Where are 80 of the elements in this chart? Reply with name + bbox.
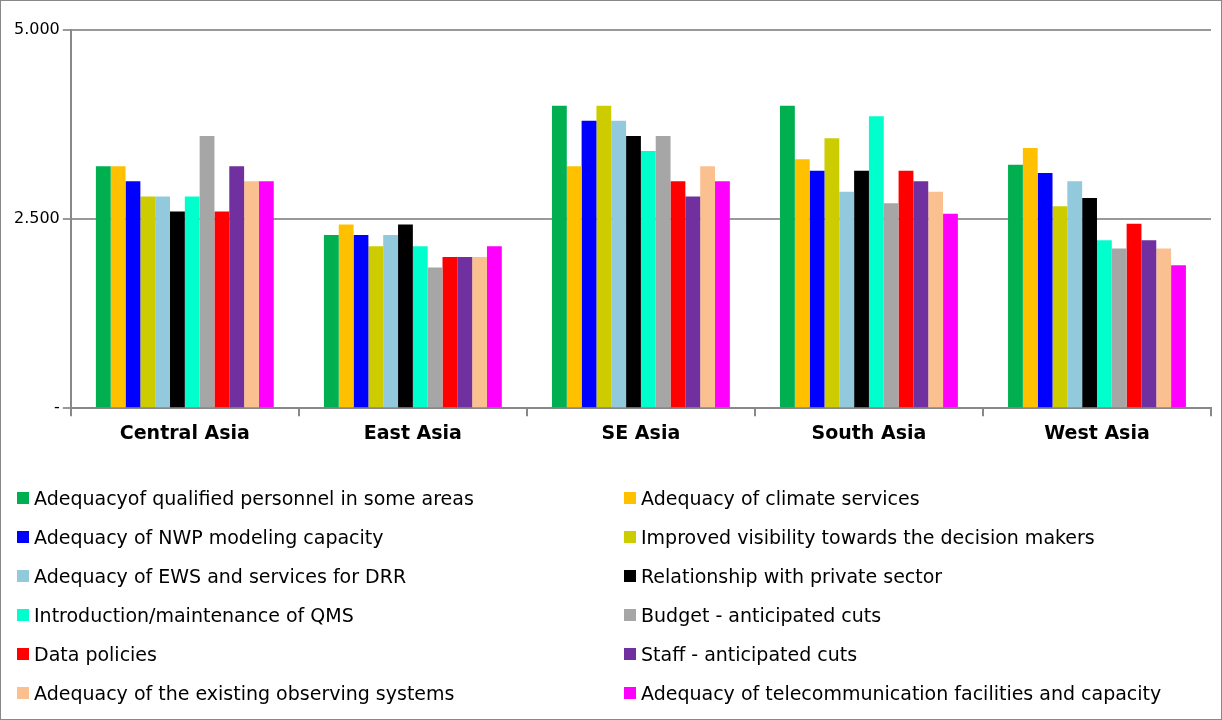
y-tick-label: - bbox=[54, 397, 60, 417]
bar bbox=[1126, 223, 1142, 408]
legend-label: Adequacy of NWP modeling capacity bbox=[34, 525, 384, 548]
bar bbox=[839, 191, 855, 408]
y-tick-label: 2.500 bbox=[13, 208, 60, 228]
x-tick-label: West Asia bbox=[1044, 420, 1150, 443]
bar bbox=[581, 120, 597, 408]
bar bbox=[383, 234, 399, 408]
bar bbox=[1008, 164, 1023, 408]
bar bbox=[368, 246, 384, 408]
bar bbox=[1037, 172, 1053, 408]
bar bbox=[353, 234, 369, 408]
bar bbox=[780, 105, 795, 408]
bar bbox=[640, 151, 656, 408]
bar bbox=[427, 267, 443, 408]
bar bbox=[244, 181, 259, 408]
bar bbox=[854, 170, 869, 408]
legend-label: Adequacy of the existing observing systems bbox=[34, 681, 455, 704]
bar bbox=[486, 246, 502, 408]
bar bbox=[140, 196, 156, 408]
bar bbox=[566, 166, 582, 408]
bar bbox=[655, 135, 671, 408]
bar bbox=[110, 166, 126, 408]
legend-label: Adequacy of telecommunication facilities and capacity bbox=[641, 681, 1162, 704]
bar bbox=[457, 256, 473, 408]
bar bbox=[670, 181, 686, 408]
bar bbox=[1111, 248, 1127, 408]
bar bbox=[229, 166, 245, 408]
bar bbox=[1141, 240, 1157, 408]
x-tick-label: Central Asia bbox=[119, 420, 250, 443]
legend-label: Adequacyof qualified personnel in some areas bbox=[34, 486, 474, 509]
bar bbox=[170, 211, 185, 408]
bar bbox=[868, 116, 884, 408]
bar bbox=[1171, 265, 1186, 408]
bar bbox=[199, 135, 215, 408]
legend-label: Improved visibility towards the decision makers bbox=[641, 525, 1095, 548]
bar bbox=[928, 191, 944, 408]
legend-label: Adequacy of climate services bbox=[641, 486, 920, 509]
bar bbox=[1022, 148, 1038, 408]
bar bbox=[809, 170, 825, 408]
bar bbox=[943, 213, 958, 408]
bar bbox=[898, 170, 914, 408]
bar bbox=[155, 196, 170, 408]
x-tick-label: SE Asia bbox=[601, 420, 681, 443]
bar bbox=[883, 203, 899, 408]
bar bbox=[258, 181, 274, 408]
bar bbox=[715, 181, 730, 408]
x-tick-label: South Asia bbox=[811, 420, 927, 443]
bar bbox=[611, 120, 627, 408]
legend-label: Relationship with private sector bbox=[641, 564, 943, 587]
bar bbox=[472, 256, 487, 408]
bar bbox=[1067, 181, 1083, 408]
bar bbox=[824, 138, 840, 408]
bar bbox=[794, 159, 810, 408]
bar bbox=[596, 105, 612, 408]
bar bbox=[398, 224, 413, 408]
bar bbox=[412, 246, 428, 408]
bar bbox=[323, 234, 339, 408]
bar bbox=[913, 181, 929, 408]
legend-label: Introduction/maintenance of QMS bbox=[34, 603, 354, 626]
bar bbox=[184, 196, 200, 408]
bar bbox=[1156, 248, 1172, 408]
bar bbox=[1096, 240, 1112, 408]
bar bbox=[1052, 206, 1068, 408]
legend-label: Staff - anticipated cuts bbox=[641, 642, 858, 665]
bar bbox=[700, 166, 716, 408]
bar bbox=[626, 135, 641, 408]
bar bbox=[338, 224, 354, 408]
bar bbox=[685, 196, 701, 408]
x-tick-label: East Asia bbox=[363, 420, 462, 443]
bar bbox=[551, 105, 567, 408]
legend-label: Adequacy of EWS and services for DRR bbox=[34, 564, 407, 587]
legend-label: Data policies bbox=[34, 642, 157, 665]
bar bbox=[1082, 197, 1097, 408]
y-tick-label: 5.000 bbox=[13, 19, 60, 39]
bar bbox=[442, 256, 458, 408]
bar bbox=[125, 181, 141, 408]
bar bbox=[95, 166, 111, 408]
bar bbox=[214, 211, 230, 408]
legend-label: Budget - anticipated cuts bbox=[641, 603, 882, 626]
